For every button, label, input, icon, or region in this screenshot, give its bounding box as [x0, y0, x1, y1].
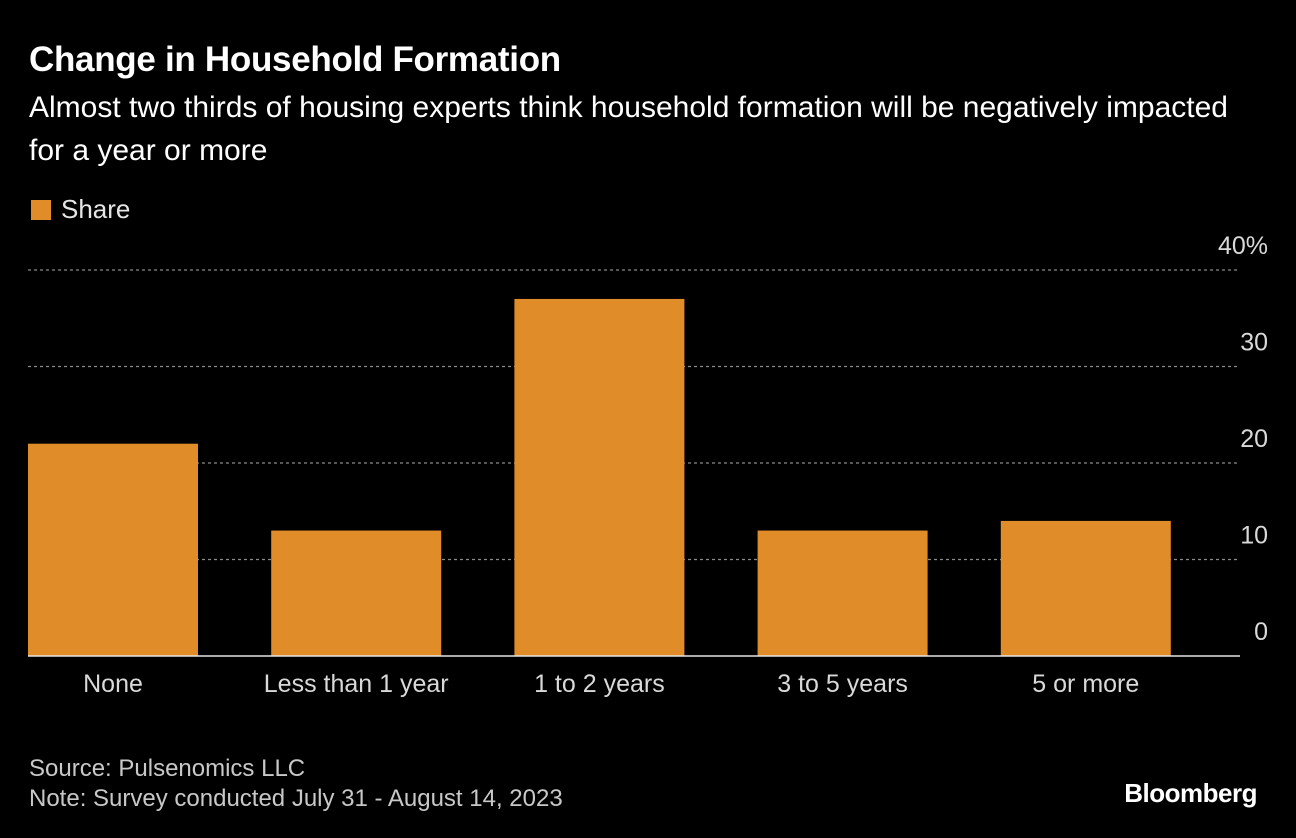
x-tick-label: None: [83, 670, 143, 698]
x-tick-label: Less than 1 year: [264, 670, 449, 698]
chart-subtitle: Almost two thirds of housing experts thi…: [29, 91, 1228, 167]
x-tick-label: 3 to 5 years: [777, 670, 908, 698]
y-tick-label: 20: [1240, 425, 1268, 453]
x-tick-label: 1 to 2 years: [534, 670, 665, 698]
x-tick-label: 5 or more: [1032, 670, 1139, 698]
legend-swatch: [31, 199, 51, 220]
y-tick-label: 0: [1254, 618, 1268, 646]
y-tick-label: 30: [1240, 329, 1268, 357]
legend: Share: [31, 194, 130, 225]
bar: [28, 443, 198, 656]
bar: [271, 530, 442, 656]
source-note: Source: Pulsenomics LLC: [29, 755, 306, 782]
bar: [514, 298, 685, 656]
survey-note: Note: Survey conducted July 31 - August …: [29, 785, 563, 812]
bar: [1000, 520, 1171, 656]
legend-label: Share: [61, 194, 131, 224]
bar: [757, 530, 928, 656]
y-tick-label: 40%: [1218, 232, 1268, 260]
y-tick-label: 10: [1240, 522, 1268, 550]
bloomberg-logo: Bloomberg: [1124, 778, 1257, 808]
chart-title: Change in Household Formation: [29, 40, 561, 79]
